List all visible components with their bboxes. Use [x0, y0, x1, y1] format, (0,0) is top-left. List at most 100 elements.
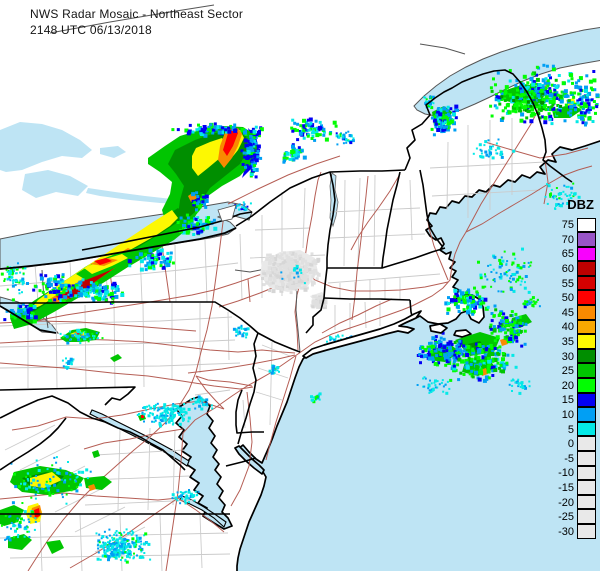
dbz-legend-label: -20: [558, 496, 574, 509]
dbz-legend-row: -15: [550, 480, 598, 496]
radar-echo-band: [88, 484, 96, 491]
border-nh-me: [419, 169, 443, 247]
radar-echo-band: [192, 138, 228, 176]
dbz-legend-label: -30: [558, 525, 574, 538]
canadian-river-arm: [86, 188, 186, 204]
road-hwy401: [227, 155, 341, 205]
borders-layer: [0, 69, 573, 515]
dbz-legend-label: -25: [558, 511, 574, 524]
dbz-legend-swatch: [577, 392, 596, 408]
road-i78: [187, 354, 296, 374]
dbz-legend-label: 30: [561, 350, 574, 363]
dbz-legend-swatch: [577, 217, 596, 233]
dbz-legend-title: DBZ: [567, 197, 594, 212]
radar-echo-band: [110, 354, 122, 362]
road-i76: [0, 362, 254, 390]
dbz-legend-swatch: [577, 451, 596, 466]
dbz-legend-label: 40: [561, 321, 574, 334]
dbz-legend-row: -10: [550, 465, 598, 481]
prince-edward-peninsula: [217, 204, 237, 222]
border-ny-vt: [326, 171, 336, 268]
border-pa-md: [0, 386, 136, 406]
radar-echo-specks: [0, 63, 600, 564]
dbz-legend-row: 10: [550, 407, 598, 423]
dbz-legend-swatch: [577, 523, 596, 539]
dbz-legend-row: -30: [550, 523, 598, 539]
dbz-legend-swatch: [577, 232, 596, 247]
dbz-legend-swatch: [577, 275, 596, 291]
border-wv-va: [0, 395, 186, 471]
dbz-legend-label: 15: [561, 394, 574, 407]
dbz-legend-swatch: [577, 421, 596, 437]
roads-layer: [0, 79, 593, 571]
potomac-river: [89, 409, 190, 467]
dbz-legend-row: 5: [550, 421, 598, 437]
road-phl-hbg: [195, 375, 253, 387]
map-timestamp: 2148 UTC 06/13/2018: [30, 23, 152, 37]
dbz-legend-swatch: [577, 509, 596, 524]
dbz-legend-label: 35: [561, 336, 574, 349]
dbz-legend-label: -15: [558, 481, 574, 494]
dbz-legend-label: 75: [561, 219, 574, 232]
dbz-legend-swatch: [577, 407, 596, 422]
dbz-legend-row: 75: [550, 217, 598, 233]
border-canada-us: [81, 169, 406, 251]
dbz-legend-swatch: [577, 305, 596, 320]
dbz-legend-swatch: [577, 436, 596, 451]
radar-echo-band: [223, 128, 238, 156]
dbz-legend-row: -25: [550, 509, 598, 525]
dbz-legend-label: 65: [561, 248, 574, 261]
dbz-legend-label: 0: [567, 438, 574, 451]
radar-echo-band: [0, 505, 24, 526]
lake-champlain: [329, 172, 339, 228]
st-lawrence-tributary: [419, 43, 466, 55]
border-delaware: [225, 389, 264, 467]
dbz-legend-row: 40: [550, 319, 598, 335]
road-us1-maine: [465, 165, 593, 233]
dbz-legend-label: -5: [564, 452, 574, 465]
dbz-legend-row: 50: [550, 290, 598, 306]
dbz-legend-row: 55: [550, 275, 598, 291]
border-vt-nh: [381, 171, 401, 269]
dbz-legend-label: 60: [561, 263, 574, 276]
long-island: [302, 310, 422, 359]
road-i85: [69, 497, 179, 569]
road-i83-i70: [11, 375, 225, 431]
dbz-legend-row: 30: [550, 348, 598, 364]
dbz-legend-label: 25: [561, 365, 574, 378]
border-lake-ontario-shore: [0, 227, 237, 270]
dbz-legend-swatch: [577, 348, 596, 364]
border-lake-erie-shore: [0, 305, 57, 334]
dbz-legend-rows: 75 70 65 60 55 50 45 40 35 30 25 20 15 10 5 0 -5 -10 -15 -2…: [550, 217, 598, 539]
dbz-legend-row: -20: [550, 494, 598, 510]
dbz-legend-label: 50: [561, 292, 574, 305]
dbz-legend-label: 10: [561, 409, 574, 422]
border-maine: [404, 69, 573, 183]
road-i95: [165, 79, 548, 571]
dbz-legend-row: 0: [550, 436, 598, 452]
dbz-legend-swatch: [577, 378, 596, 393]
dbz-legend-swatch: [577, 465, 596, 481]
road-i84: [321, 298, 393, 334]
dbz-legend-swatch: [577, 363, 596, 379]
radar-echo-band: [46, 540, 64, 554]
road-i89: [350, 173, 401, 251]
dbz-legend-label: 5: [567, 423, 574, 436]
map-header: NWS Radar Mosaic - Northeast Sector 2148…: [30, 6, 243, 38]
dbz-legend-row: 25: [550, 363, 598, 379]
dbz-legend-label: 45: [561, 306, 574, 319]
border-ma-north: [327, 247, 446, 269]
road-gsp: [265, 355, 297, 461]
dbz-legend-row: 35: [550, 334, 598, 350]
radar-echo-band: [94, 258, 112, 265]
dbz-legend-label: -10: [558, 467, 574, 480]
marthas-vineyard: [429, 323, 448, 334]
canadian-lakes: [0, 122, 92, 172]
dbz-legend-swatch: [577, 319, 596, 335]
dbz-legend-row: 15: [550, 392, 598, 408]
road-i66: [83, 428, 184, 450]
dbz-legend: DBZ 75 70 65 60 55 50 45 40 35 30 25 20 15 10 5 0 -5 -10-…: [550, 197, 598, 539]
canadian-lakes-3: [100, 146, 126, 158]
radar-echo-band: [141, 415, 144, 418]
